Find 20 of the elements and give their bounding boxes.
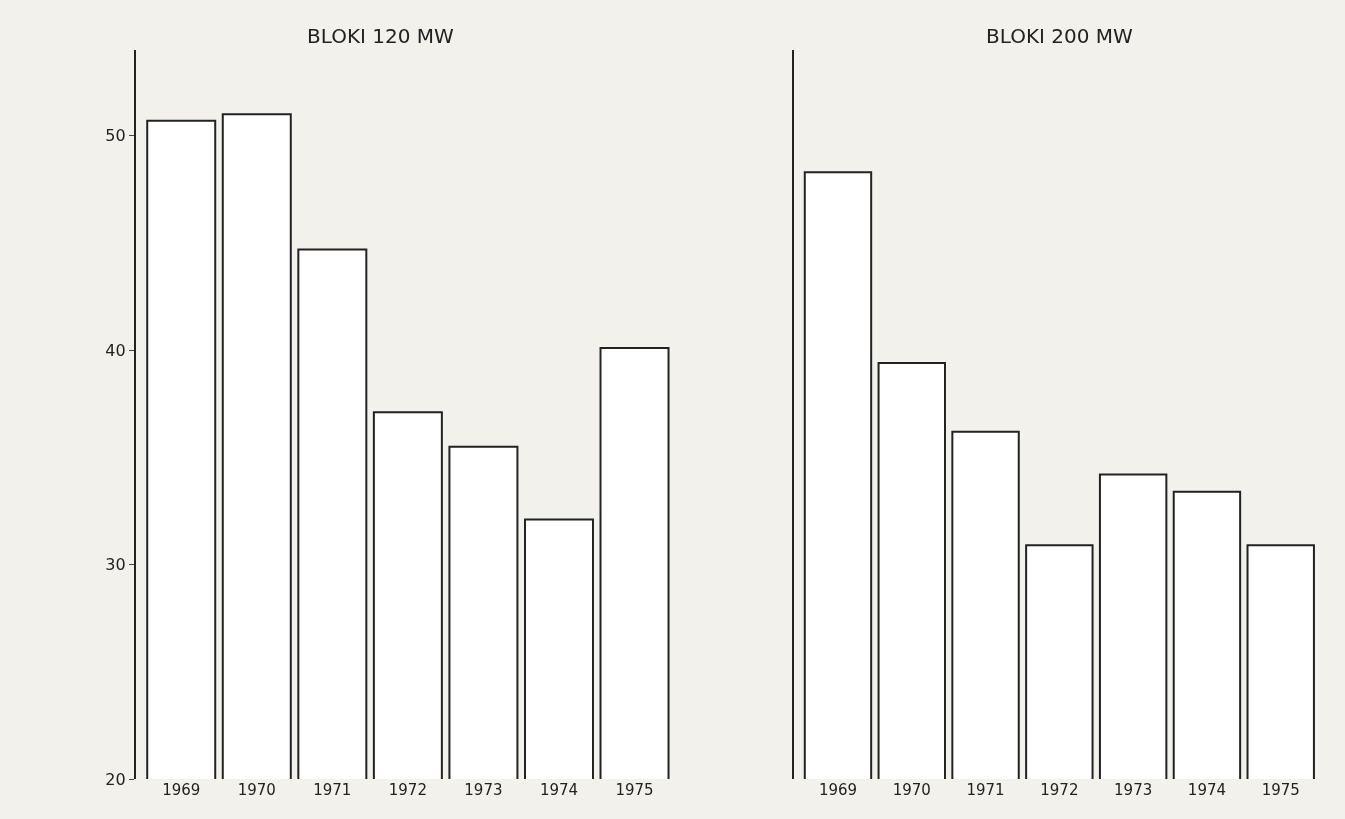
chart-title: BLOKI 120 MW [307, 24, 455, 48]
x-tick-label: 1972 [388, 781, 427, 799]
x-tick-label: 1971 [966, 781, 1005, 799]
x-tick-label: 1975 [1261, 781, 1300, 799]
y-tick-label: 30 [105, 555, 126, 575]
x-tick-label: 1970 [892, 781, 931, 799]
x-tick-label: 1973 [1114, 781, 1153, 799]
chart-title: BLOKI 200 MW [986, 24, 1134, 48]
x-tick-label: 1970 [237, 781, 276, 799]
x-tick-label: 1974 [1187, 781, 1227, 799]
x-tick-label: 1973 [464, 781, 503, 799]
x-tick-label: 1969 [162, 781, 201, 799]
x-tick-label: 1975 [615, 781, 654, 799]
y-tick-label: 50 [105, 126, 126, 146]
x-tick-label: 1969 [818, 781, 858, 799]
x-tick-label: 1971 [313, 781, 352, 799]
y-tick-label: 20 [105, 769, 126, 789]
y-tick-label: 40 [105, 340, 126, 360]
x-tick-label: 1972 [1040, 781, 1079, 799]
x-tick-label: 1974 [539, 781, 579, 799]
